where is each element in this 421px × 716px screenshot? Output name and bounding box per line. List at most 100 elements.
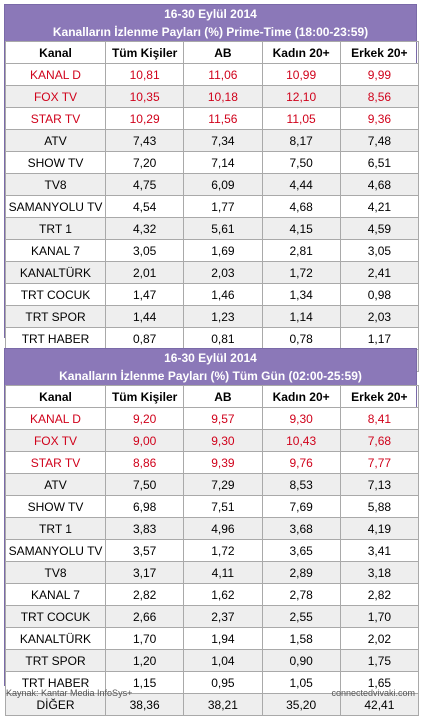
table-row: TRT SPOR 1,44 1,23 1,14 2,03 [5,305,420,328]
share-value-cell: 9,30 [261,407,341,430]
table-title: 16-30 Eylül 2014 Kanalların İzlenme Payl… [5,5,416,41]
share-value-cell: 4,19 [339,517,420,540]
share-value-cell: 4,68 [339,173,420,196]
share-value-cell: 1,20 [104,649,185,672]
table-title-date: 16-30 Eylül 2014 [164,351,257,365]
channel-name-cell: TRT 1 [5,517,106,540]
share-value-cell: 7,29 [183,473,263,496]
table-row: TRT COCUK 2,66 2,37 2,55 1,70 [5,605,420,628]
channel-name-cell: ATV [5,473,106,496]
share-value-cell: 9,76 [261,451,341,474]
channel-name-cell: TRT 1 [5,217,106,240]
share-value-cell: 1,04 [183,649,263,672]
table-row: TV8 4,75 6,09 4,44 4,68 [5,173,420,196]
share-value-cell: 2,82 [339,583,420,606]
table-body: KANAL D 9,20 9,57 9,30 8,41 FOX TV 9,00 9,30 10,… [5,407,420,716]
share-value-cell: 1,70 [339,605,420,628]
share-value-cell: 0,90 [261,649,341,672]
share-value-cell: 9,00 [104,429,185,452]
share-value-cell: 1,75 [339,649,420,672]
share-value-cell: 3,05 [339,239,420,262]
channel-name-cell: KANALTÜRK [5,627,106,650]
channel-name-cell: SAMANYOLU TV [5,539,106,562]
share-value-cell: 4,15 [261,217,341,240]
share-value-cell: 9,20 [104,407,185,430]
share-value-cell: 8,53 [261,473,341,496]
share-value-cell: 4,96 [183,517,263,540]
site-label: connectedvivaki.com [331,688,415,698]
prime-time-table: Kanal Tüm Kişiler AB Kadın 20+ Erkek 20+… [5,41,420,372]
table-title-subtitle: Kanalların İzlenme Payları (%) Prime-Tim… [52,25,369,39]
channel-name-cell: KANALTÜRK [5,261,106,284]
channel-name-cell: TRT COCUK [5,283,106,306]
col-header-tum-kisiler: Tüm Kişiler [104,385,185,408]
share-value-cell: 9,30 [183,429,263,452]
table-row: TRT COCUK 1,47 1,46 1,34 0,98 [5,283,420,306]
table-row: FOX TV 9,00 9,30 10,43 7,68 [5,429,420,452]
share-value-cell: 4,68 [261,195,341,218]
table-row: ATV 7,50 7,29 8,53 7,13 [5,473,420,496]
share-value-cell: 1,14 [261,305,341,328]
share-value-cell: 4,59 [339,217,420,240]
table-row: TRT HABER 0,87 0,81 0,78 1,17 [5,327,420,350]
table-row: KANALTÜRK 1,70 1,94 1,58 2,02 [5,627,420,650]
share-value-cell: 3,41 [339,539,420,562]
channel-name-cell: TRT HABER [5,671,106,694]
share-value-cell: 3,68 [261,517,341,540]
channel-name-cell: TRT SPOR [5,649,106,672]
source-label: Kaynak: Kantar Media InfoSys+ [6,688,133,698]
table-row: ATV 7,43 7,34 8,17 7,48 [5,129,420,152]
share-value-cell: 7,69 [261,495,341,518]
share-value-cell: 5,61 [183,217,263,240]
table-row: TRT SPOR 1,20 1,04 0,90 1,75 [5,649,420,672]
table-row: STAR TV 8,86 9,39 9,76 7,77 [5,451,420,474]
share-value-cell: 0,87 [104,327,185,350]
share-value-cell: 7,34 [183,129,263,152]
channel-name-cell: SHOW TV [5,151,106,174]
table-row: TRT 1 4,32 5,61 4,15 4,59 [5,217,420,240]
col-header-erkek: Erkek 20+ [339,385,420,408]
channel-name-cell: STAR TV [5,451,106,474]
prime-time-table-block: 16-30 Eylül 2014 Kanalların İzlenme Payl… [4,4,420,372]
share-value-cell: 2,82 [104,583,185,606]
share-value-cell: 9,36 [339,107,420,130]
table-row: SAMANYOLU TV 3,57 1,72 3,65 3,41 [5,539,420,562]
share-value-cell: 1,47 [104,283,185,306]
table-row: KANALTÜRK 2,01 2,03 1,72 2,41 [5,261,420,284]
share-value-cell: 9,39 [183,451,263,474]
share-value-cell: 2,78 [261,583,341,606]
col-header-tum-kisiler: Tüm Kişiler [104,41,185,64]
share-value-cell: 1,05 [261,671,341,694]
col-header-kanal: Kanal [5,41,106,64]
channel-name-cell: ATV [5,129,106,152]
share-value-cell: 10,81 [104,63,185,86]
share-value-cell: 2,89 [261,561,341,584]
table-row: KANAL 7 3,05 1,69 2,81 3,05 [5,239,420,262]
share-value-cell: 1,17 [339,327,420,350]
all-day-table: Kanal Tüm Kişiler AB Kadın 20+ Erkek 20+… [5,385,420,716]
share-value-cell: 2,37 [183,605,263,628]
channel-name-cell: SHOW TV [5,495,106,518]
share-value-cell: 7,43 [104,129,185,152]
share-value-cell: 3,83 [104,517,185,540]
share-value-cell: 2,66 [104,605,185,628]
channel-name-cell: FOX TV [5,429,106,452]
col-header-kadin: Kadın 20+ [261,385,341,408]
table-body: KANAL D 10,81 11,06 10,99 9,99 FOX TV 10,35 10,… [5,63,420,372]
share-value-cell: 6,98 [104,495,185,518]
share-value-cell: 5,88 [339,495,420,518]
table-row: FOX TV 10,35 10,18 12,10 8,56 [5,85,420,108]
share-value-cell: 8,17 [261,129,341,152]
share-value-cell: 1,72 [183,539,263,562]
share-value-cell: 2,03 [339,305,420,328]
table-title-subtitle: Kanalların İzlenme Payları (%) Tüm Gün (… [59,369,362,383]
share-value-cell: 0,81 [183,327,263,350]
table-title-date: 16-30 Eylül 2014 [164,7,257,21]
share-value-cell: 3,57 [104,539,185,562]
all-day-table-block: 16-30 Eylül 2014 Kanalların İzlenme Payl… [4,348,420,716]
channel-name-cell: TV8 [5,561,106,584]
share-value-cell: 3,17 [104,561,185,584]
share-value-cell: 2,02 [339,627,420,650]
share-value-cell: 7,50 [261,151,341,174]
share-value-cell: 1,15 [104,671,185,694]
